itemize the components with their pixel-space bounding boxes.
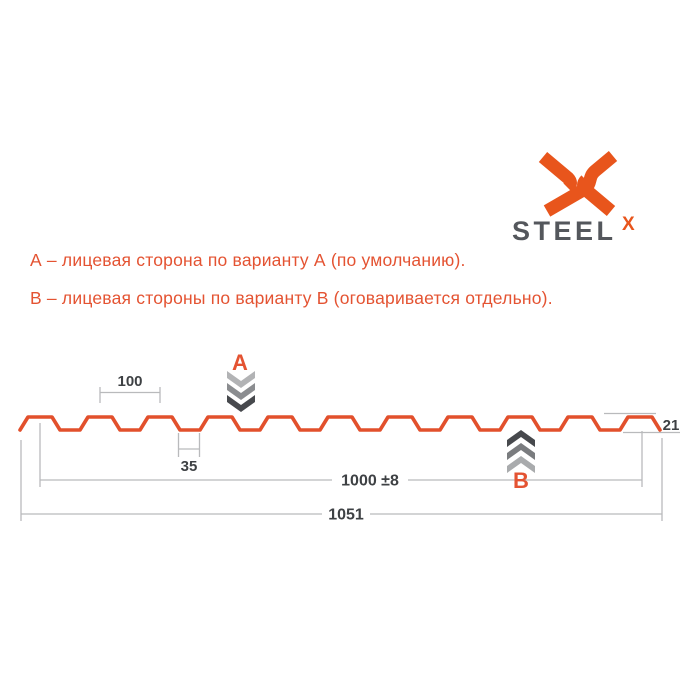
steelx-logo: STEEL X <box>495 140 675 250</box>
x-mark-icon <box>538 151 618 217</box>
x-mark-bottomright-arm <box>577 175 616 216</box>
x-mark-topleft-arm <box>538 152 577 193</box>
logo-brand-sup: X <box>622 214 635 235</box>
side-a-marker: A <box>227 350 255 412</box>
side-b-marker: B <box>507 430 535 493</box>
dim-overall-value: 1051 <box>328 507 364 524</box>
dim-cover-value: 1000 ±8 <box>341 473 399 490</box>
side-a-arrow-icon <box>227 371 255 412</box>
note-variant-a: А – лицевая сторона по варианту А (по ум… <box>30 250 466 270</box>
dim-pitch-value: 100 <box>117 373 142 390</box>
dim-cover-lines <box>39 423 643 487</box>
dim-pitch-lines <box>99 387 161 403</box>
side-b-arrow-icon <box>507 430 535 473</box>
dim-valley-value: 35 <box>181 458 198 475</box>
steelx-logo-icon: STEEL X <box>512 151 635 246</box>
dim-valley-lines <box>177 433 201 457</box>
dim-height-value: 21 <box>663 417 680 434</box>
side-a-label: A <box>232 350 248 375</box>
profile-diagram: A B 100 35 21 1000 ±8 1051 <box>18 350 680 524</box>
dim-height-lines <box>604 412 680 434</box>
sheet-profile-outline <box>18 415 662 432</box>
logo-brand-text: STEEL <box>512 216 617 246</box>
side-b-label: B <box>513 468 529 493</box>
dimension-lines <box>20 387 680 521</box>
dim-overall-lines <box>20 438 663 521</box>
note-variant-b: В – лицевая стороны по варианту В (огова… <box>30 288 553 308</box>
